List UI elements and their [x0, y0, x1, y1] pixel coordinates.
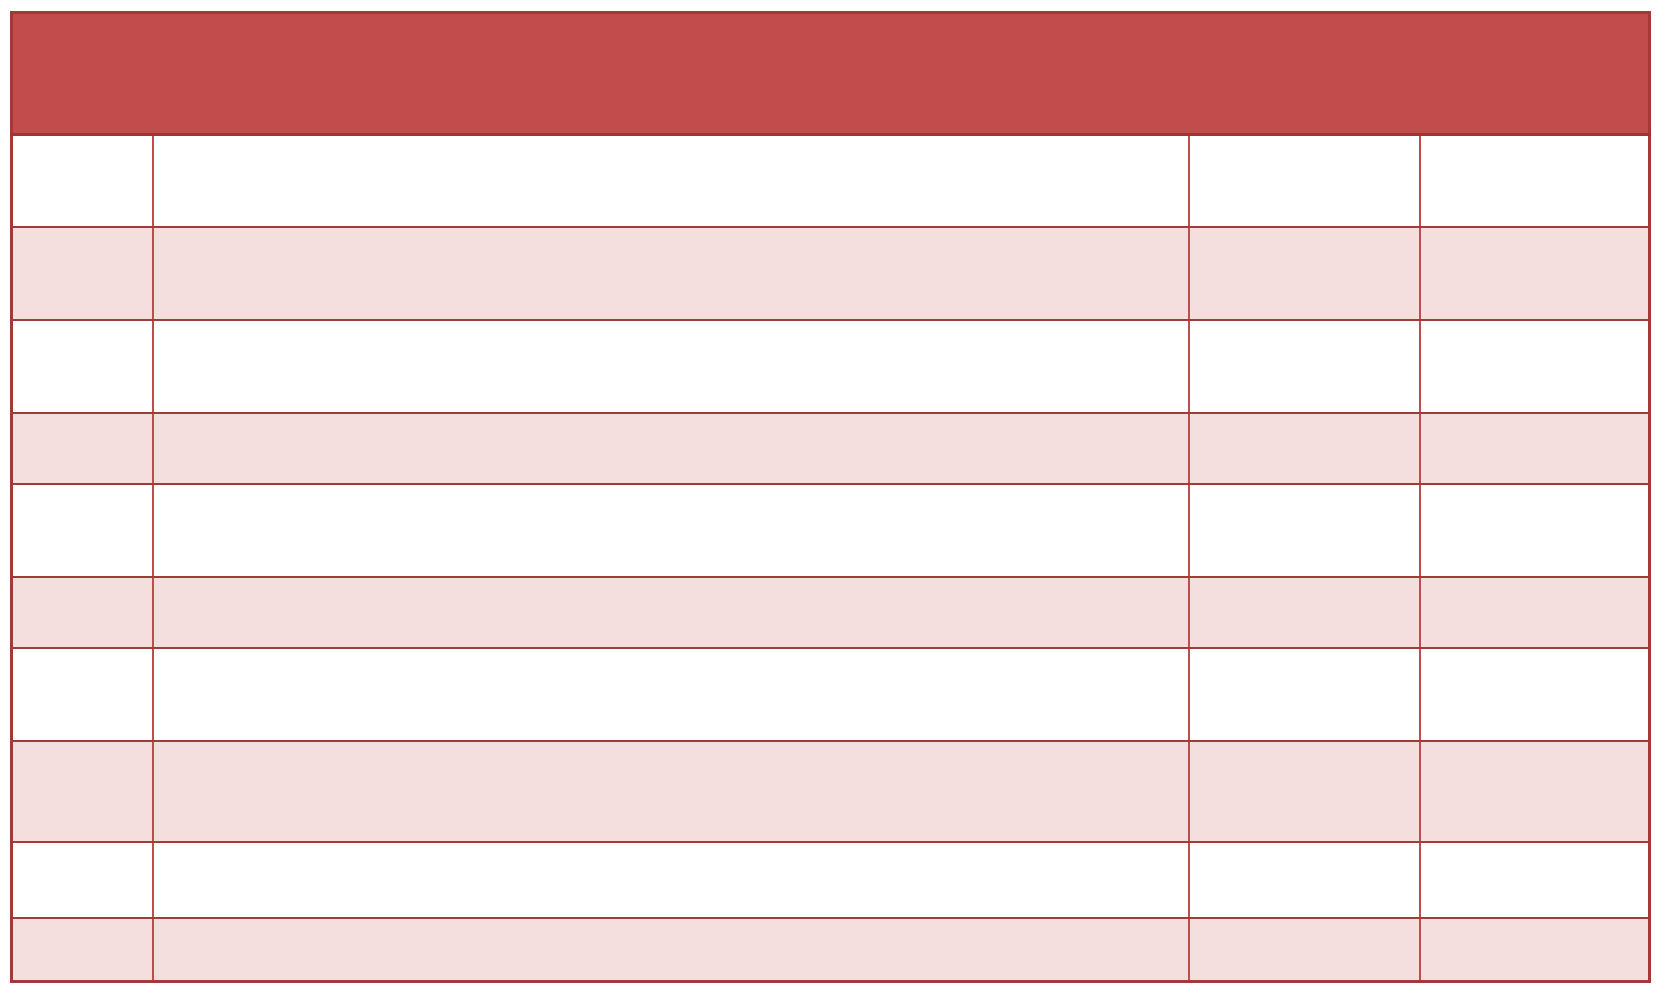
column-header-1[interactable] — [11, 12, 153, 136]
table-row[interactable] — [11, 841, 1650, 920]
table-cell-col3[interactable] — [1187, 133, 1421, 229]
table-cell-col2[interactable] — [151, 917, 1190, 983]
table-row[interactable] — [11, 917, 1650, 983]
table-cell-col1[interactable] — [11, 482, 154, 578]
column-header-2[interactable] — [152, 12, 1189, 136]
table-cell-col3[interactable] — [1187, 411, 1421, 485]
table-row[interactable] — [11, 411, 1650, 485]
table-cell-col4[interactable] — [1418, 917, 1650, 983]
column-header-3[interactable] — [1188, 12, 1420, 136]
table-cell-col1[interactable] — [11, 133, 154, 229]
table-cell-col4[interactable] — [1418, 739, 1650, 844]
column-header-4[interactable] — [1419, 12, 1650, 136]
table-cell-col2[interactable] — [151, 226, 1190, 321]
table-cell-col4[interactable] — [1418, 226, 1650, 321]
table-row[interactable] — [11, 133, 1650, 229]
table-container — [10, 11, 1651, 983]
table-row[interactable] — [11, 575, 1650, 649]
table-cell-col1[interactable] — [11, 226, 154, 321]
table-cell-col1[interactable] — [11, 411, 154, 485]
table-cell-col2[interactable] — [151, 646, 1190, 742]
table-cell-col3[interactable] — [1187, 739, 1421, 844]
table-cell-col1[interactable] — [11, 917, 154, 983]
data-table — [10, 11, 1651, 983]
table-cell-col3[interactable] — [1187, 917, 1421, 983]
table-cell-col3[interactable] — [1187, 318, 1421, 414]
table-cell-col4[interactable] — [1418, 133, 1650, 229]
table-row[interactable] — [11, 646, 1650, 742]
table-cell-col1[interactable] — [11, 841, 154, 920]
table-cell-col1[interactable] — [11, 318, 154, 414]
table-cell-col4[interactable] — [1418, 841, 1650, 920]
table-cell-col4[interactable] — [1418, 575, 1650, 649]
table-cell-col3[interactable] — [1187, 575, 1421, 649]
table-cell-col3[interactable] — [1187, 226, 1421, 321]
table-cell-col2[interactable] — [151, 318, 1190, 414]
table-cell-col3[interactable] — [1187, 482, 1421, 578]
table-cell-col1[interactable] — [11, 575, 154, 649]
table-cell-col4[interactable] — [1418, 646, 1650, 742]
table-cell-col4[interactable] — [1418, 482, 1650, 578]
table-cell-col3[interactable] — [1187, 841, 1421, 920]
table-cell-col4[interactable] — [1418, 318, 1650, 414]
table-row[interactable] — [11, 226, 1650, 321]
table-body — [11, 133, 1650, 983]
table-header-row — [11, 12, 1650, 136]
table-cell-col2[interactable] — [151, 575, 1190, 649]
table-cell-col2[interactable] — [151, 841, 1190, 920]
table-cell-col4[interactable] — [1418, 411, 1650, 485]
table-cell-col2[interactable] — [151, 411, 1190, 485]
table-cell-col2[interactable] — [151, 133, 1190, 229]
table-cell-col2[interactable] — [151, 482, 1190, 578]
table-cell-col3[interactable] — [1187, 646, 1421, 742]
table-cell-col2[interactable] — [151, 739, 1190, 844]
table-cell-col1[interactable] — [11, 739, 154, 844]
table-row[interactable] — [11, 739, 1650, 844]
table-head — [11, 12, 1650, 136]
table-cell-col1[interactable] — [11, 646, 154, 742]
table-row[interactable] — [11, 318, 1650, 414]
table-row[interactable] — [11, 482, 1650, 578]
